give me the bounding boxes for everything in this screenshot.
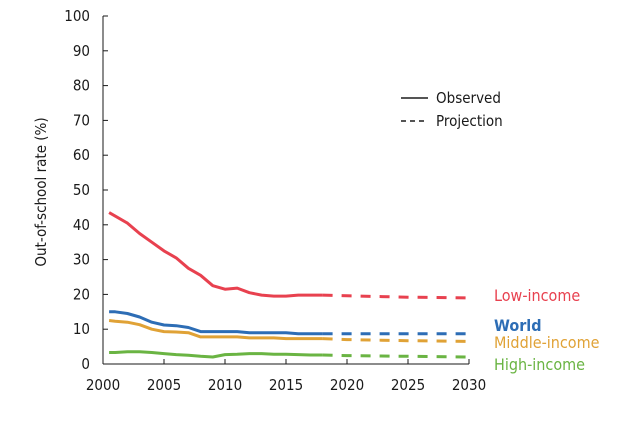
low-income-observed-line (108, 211, 323, 298)
y-tick-label: 0 (81, 355, 90, 373)
legend: Observed Projection (401, 89, 503, 130)
high-income-observed-line (109, 350, 323, 359)
x-tick-label: 2030 (452, 376, 486, 394)
y-tick-label: 30 (73, 251, 90, 269)
low-income-series-label: Low-income (494, 286, 580, 305)
high-income-series-label: High-income (494, 355, 585, 374)
y-tick-label: 50 (73, 181, 90, 199)
high-income-projection-line (322, 353, 470, 359)
y-tick-label: 60 (73, 146, 90, 164)
x-tick-label: 2025 (391, 376, 425, 394)
x-tick-label: 2005 (147, 376, 181, 394)
x-tick-label: 2015 (269, 376, 303, 394)
middle-income-series-label: Middle-income (494, 333, 600, 352)
x-axis: 2000 2005 2010 2015 2020 2025 2030 (86, 359, 486, 394)
y-tick-label: 80 (73, 77, 90, 95)
y-tick-label: 90 (73, 42, 90, 60)
y-tick-label: 20 (73, 285, 90, 303)
legend-label-observed: Observed (436, 89, 501, 107)
y-tick-label: 40 (73, 216, 90, 234)
y-tick-label: 70 (73, 111, 90, 129)
legend-label-projection: Projection (436, 112, 503, 130)
world-series-label: World (494, 316, 542, 335)
middle-income-observed-line (108, 319, 323, 341)
low-income-projection-line (322, 293, 470, 300)
world-observed-line (109, 310, 323, 336)
y-tick-label: 100 (64, 7, 90, 25)
series-layer (108, 211, 470, 359)
middle-income-projection-line (322, 337, 470, 343)
y-axis-title: Out-of-school rate (%) (32, 117, 50, 266)
x-tick-label: 2000 (86, 376, 120, 394)
y-axis: 0 10 20 30 40 50 60 70 80 90 100 (64, 7, 108, 373)
x-tick-label: 2010 (208, 376, 242, 394)
x-tick-label: 2020 (330, 376, 364, 394)
y-tick-label: 10 (73, 320, 90, 338)
